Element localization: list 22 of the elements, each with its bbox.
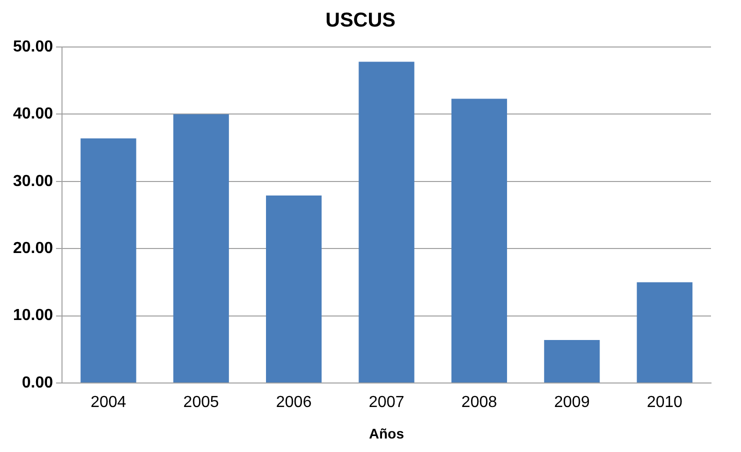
x-tick-label: 2005 <box>183 394 219 412</box>
bar <box>636 282 692 382</box>
bar <box>173 114 229 382</box>
chart-title: USCUS <box>325 10 396 32</box>
bar <box>266 196 322 382</box>
x-axis-title: Años <box>369 425 404 442</box>
x-tick-label: 2008 <box>461 394 498 412</box>
x-tick-label: 2007 <box>368 394 404 412</box>
x-tick-label: 2009 <box>554 394 590 412</box>
y-tick-label: 30.00 <box>12 172 54 190</box>
bar <box>451 98 508 382</box>
y-tick-label: 40.00 <box>12 106 54 123</box>
x-tick-label: 2006 <box>276 394 312 412</box>
x-tick-label: 2004 <box>90 394 126 412</box>
y-tick-label: 20.00 <box>12 240 54 258</box>
y-tick-label: 0.00 <box>22 374 54 392</box>
y-tick-label: 50.00 <box>12 38 54 56</box>
bar <box>358 62 414 382</box>
bar <box>544 340 600 382</box>
y-tick-label: 10.00 <box>12 307 54 324</box>
x-tick-label: 2010 <box>646 394 683 412</box>
bar <box>80 138 136 382</box>
